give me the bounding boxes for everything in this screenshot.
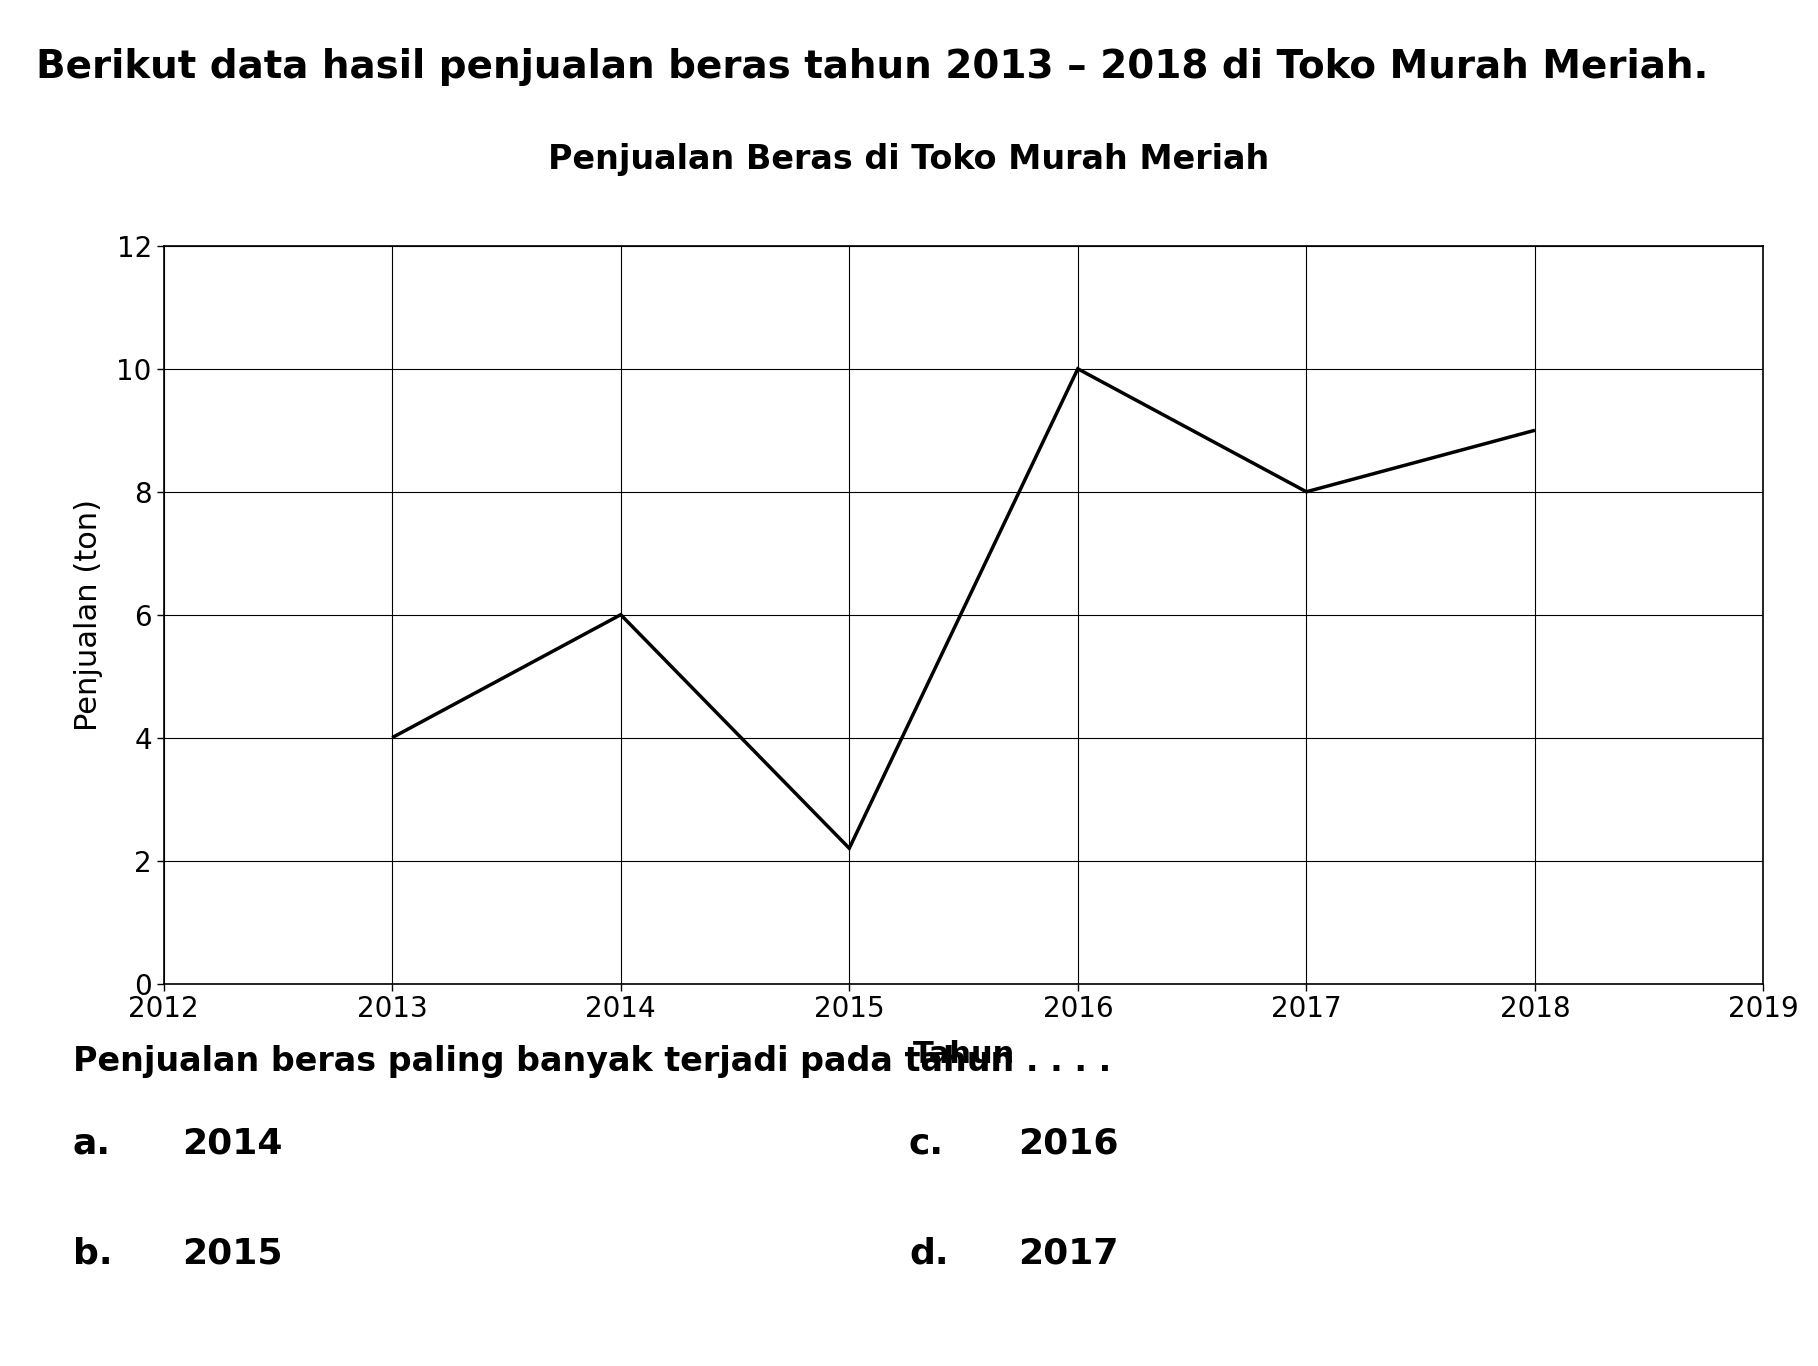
Text: Berikut data hasil penjualan beras tahun 2013 – 2018 di Toko Murah Meriah.: Berikut data hasil penjualan beras tahun…: [36, 48, 1709, 86]
Text: c.: c.: [909, 1127, 944, 1161]
Text: d.: d.: [909, 1236, 949, 1270]
Text: Penjualan Beras di Toko Murah Meriah: Penjualan Beras di Toko Murah Meriah: [549, 143, 1269, 176]
Text: b.: b.: [73, 1236, 113, 1270]
Text: 2015: 2015: [182, 1236, 282, 1270]
X-axis label: Tahun: Tahun: [913, 1040, 1014, 1070]
Text: Penjualan beras paling banyak terjadi pada tahun . . . .: Penjualan beras paling banyak terjadi pa…: [73, 1045, 1111, 1078]
Text: a.: a.: [73, 1127, 111, 1161]
Text: 2014: 2014: [182, 1127, 282, 1161]
Y-axis label: Penjualan (ton): Penjualan (ton): [73, 499, 102, 731]
Text: 2017: 2017: [1018, 1236, 1118, 1270]
Text: 2016: 2016: [1018, 1127, 1118, 1161]
